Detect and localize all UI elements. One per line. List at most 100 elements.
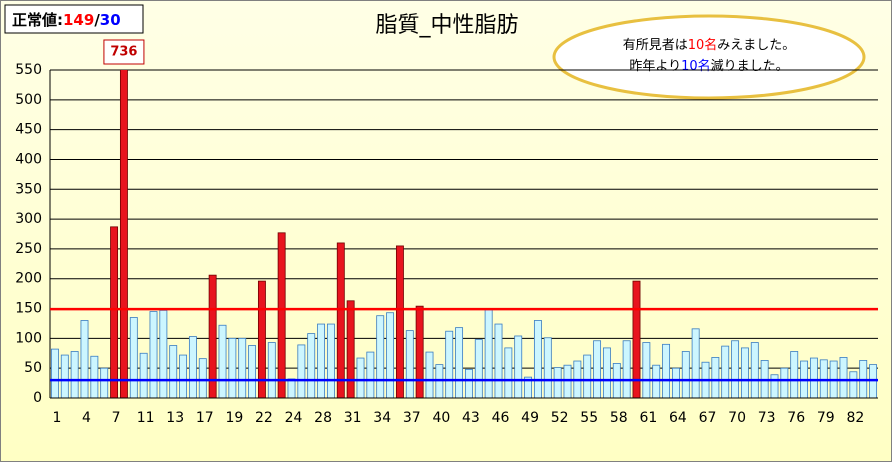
- x-tick-label: 67: [699, 410, 717, 426]
- x-tick-label: 52: [551, 410, 569, 426]
- x-tick-label: 11: [137, 410, 155, 426]
- bar: [277, 232, 286, 398]
- y-tick-label: 350: [15, 181, 42, 197]
- bar: [119, 70, 128, 398]
- x-tick-label: 64: [669, 410, 687, 426]
- bar: [376, 315, 385, 398]
- annotation-segment: 昨年より: [629, 59, 681, 74]
- x-tick-label: 49: [521, 410, 539, 426]
- bar: [622, 340, 631, 398]
- bar: [780, 367, 789, 398]
- bar: [543, 337, 552, 398]
- bar: [632, 280, 641, 398]
- bar: [356, 357, 365, 398]
- bar: [652, 364, 661, 398]
- annotation-segment: みえました。: [717, 38, 795, 53]
- normal-box: [4, 4, 144, 34]
- bar: [415, 305, 424, 398]
- bar: [129, 317, 138, 398]
- bar: [346, 300, 355, 398]
- y-tick-label: 100: [15, 330, 42, 346]
- x-tick-label: 37: [403, 410, 421, 426]
- bar: [139, 352, 148, 398]
- bar: [642, 342, 651, 398]
- bar: [809, 357, 818, 398]
- chart-title: 脂質_中性脂肪: [375, 13, 518, 38]
- bar: [494, 323, 503, 398]
- bar: [662, 343, 671, 398]
- bar: [583, 354, 592, 398]
- bar: [602, 347, 611, 398]
- bar: [179, 354, 188, 398]
- bar: [257, 280, 266, 398]
- bar: [70, 351, 79, 398]
- bar: [297, 344, 306, 398]
- x-tick-label: 19: [225, 410, 243, 426]
- bar: [425, 351, 434, 398]
- bar: [474, 339, 483, 398]
- bar: [740, 347, 749, 398]
- annotation-oval: [552, 14, 866, 100]
- bar: [671, 367, 680, 398]
- bar: [248, 345, 257, 398]
- bar: [445, 330, 454, 398]
- annotation-segment: 減りました。: [711, 58, 789, 74]
- bar: [336, 242, 345, 398]
- bar: [593, 340, 602, 398]
- x-tick-label: 13: [166, 410, 184, 426]
- annotation-segment: 10名: [681, 58, 711, 74]
- bar: [484, 309, 493, 398]
- x-tick-label: 46: [492, 410, 510, 426]
- x-tick-label: 31: [344, 410, 362, 426]
- y-tick-label: 300: [15, 211, 42, 227]
- value-label-box: [103, 39, 145, 65]
- bar: [100, 367, 109, 398]
- x-tick-label: 43: [462, 410, 480, 426]
- normal-lower: 30: [100, 11, 121, 29]
- bar: [149, 311, 158, 398]
- bar: [80, 320, 89, 398]
- bar: [455, 327, 464, 398]
- bar: [750, 342, 759, 398]
- bar: [267, 342, 276, 398]
- bar: [504, 347, 513, 398]
- bar: [563, 364, 572, 398]
- y-tick-label: 450: [15, 122, 42, 138]
- bar: [464, 368, 473, 398]
- x-tick-label: 4: [82, 410, 91, 426]
- bar: [721, 345, 730, 398]
- x-tick-label: 70: [728, 410, 746, 426]
- x-tick-label: 34: [373, 410, 391, 426]
- bar: [849, 371, 858, 398]
- bar: [60, 354, 69, 398]
- bar: [514, 335, 523, 398]
- bar: [326, 323, 335, 398]
- annotation-line: 有所見者は10名みえました。: [623, 37, 796, 53]
- x-tick-label: 22: [255, 410, 273, 426]
- bar: [50, 348, 59, 398]
- bar: [681, 351, 690, 398]
- y-tick-label: 250: [15, 241, 42, 257]
- x-tick-label: 40: [432, 410, 450, 426]
- x-tick-label: 17: [196, 410, 214, 426]
- bar: [395, 245, 404, 398]
- bar: [287, 378, 296, 398]
- x-tick-label: 79: [817, 410, 835, 426]
- x-tick-label: 61: [639, 410, 657, 426]
- y-tick-label: 400: [15, 151, 42, 167]
- x-tick-label: 1: [52, 410, 61, 426]
- bar: [238, 337, 247, 398]
- x-tick-label: 55: [580, 410, 598, 426]
- bar: [366, 351, 375, 398]
- annotation-segment: 有所見者は: [623, 38, 688, 53]
- bar: [691, 328, 700, 398]
- y-tick-label: 150: [15, 301, 42, 317]
- y-tick-label: 50: [24, 360, 42, 376]
- bar: [198, 358, 207, 398]
- bar: [90, 355, 99, 398]
- normal-text: 正常値:149/30: [12, 11, 121, 29]
- bar: [533, 320, 542, 398]
- bar: [711, 357, 720, 398]
